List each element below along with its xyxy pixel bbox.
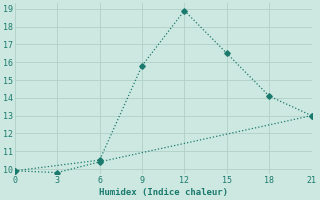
X-axis label: Humidex (Indice chaleur): Humidex (Indice chaleur) xyxy=(99,188,228,197)
